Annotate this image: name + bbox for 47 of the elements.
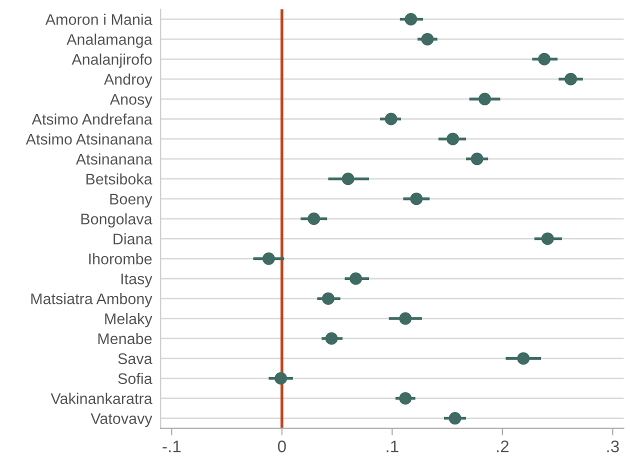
y-tick-label: Ihorombe (89, 253, 152, 264)
point (308, 212, 320, 226)
y-tick-label: Sofia (118, 372, 152, 384)
x-tick-label: .2 (496, 440, 509, 452)
y-tick-label: Melaky (105, 312, 152, 328)
y-tick-label: Vakinankaratra (50, 392, 152, 404)
point (517, 352, 530, 365)
point (399, 312, 412, 325)
x-tick-label: .1 (386, 440, 398, 452)
point (564, 72, 578, 86)
point (262, 252, 275, 265)
y-tick-label: Analamanga (66, 34, 152, 48)
point (404, 12, 418, 26)
y-tick-label: Boeny (110, 194, 152, 208)
y-tick-label: Itasy (121, 274, 152, 288)
point (448, 412, 462, 425)
y-tick-label: Bongolava (81, 213, 152, 228)
y-tick-label: Atsinanana (76, 153, 152, 165)
x-tick-label: -.1 (162, 440, 181, 452)
y-tick-label: Vatovavy (90, 413, 152, 428)
point (478, 92, 492, 106)
y-tick-label: Atsimo Andrefana (32, 113, 152, 125)
y-tick-label: Amoron i Mania (45, 14, 152, 25)
point (446, 132, 460, 146)
point (274, 372, 288, 385)
point (470, 152, 484, 166)
y-tick-label: Sava (118, 353, 152, 364)
y-tick-label: Betsiboka (86, 173, 152, 185)
point (421, 32, 434, 46)
y-tick-label: Analanjirofo (72, 54, 152, 68)
y-tick-label: Matsiatra Ambony (31, 293, 152, 308)
point (410, 192, 423, 206)
y-tick-label: Atsimo Atsinanana (26, 133, 152, 145)
point (384, 112, 398, 126)
point (399, 392, 412, 405)
point (325, 332, 338, 345)
point (322, 292, 334, 305)
x-tick-label: .3 (607, 440, 619, 452)
y-tick-label: Anosy (110, 94, 152, 108)
x-tick-label: 0 (278, 440, 286, 452)
point (350, 272, 362, 285)
point (342, 172, 354, 186)
y-tick-label: Menabe (98, 332, 152, 344)
y-tick-label: Androy (104, 74, 152, 88)
y-tick-label: Diana (114, 233, 152, 244)
point (541, 232, 554, 245)
point (538, 52, 551, 66)
